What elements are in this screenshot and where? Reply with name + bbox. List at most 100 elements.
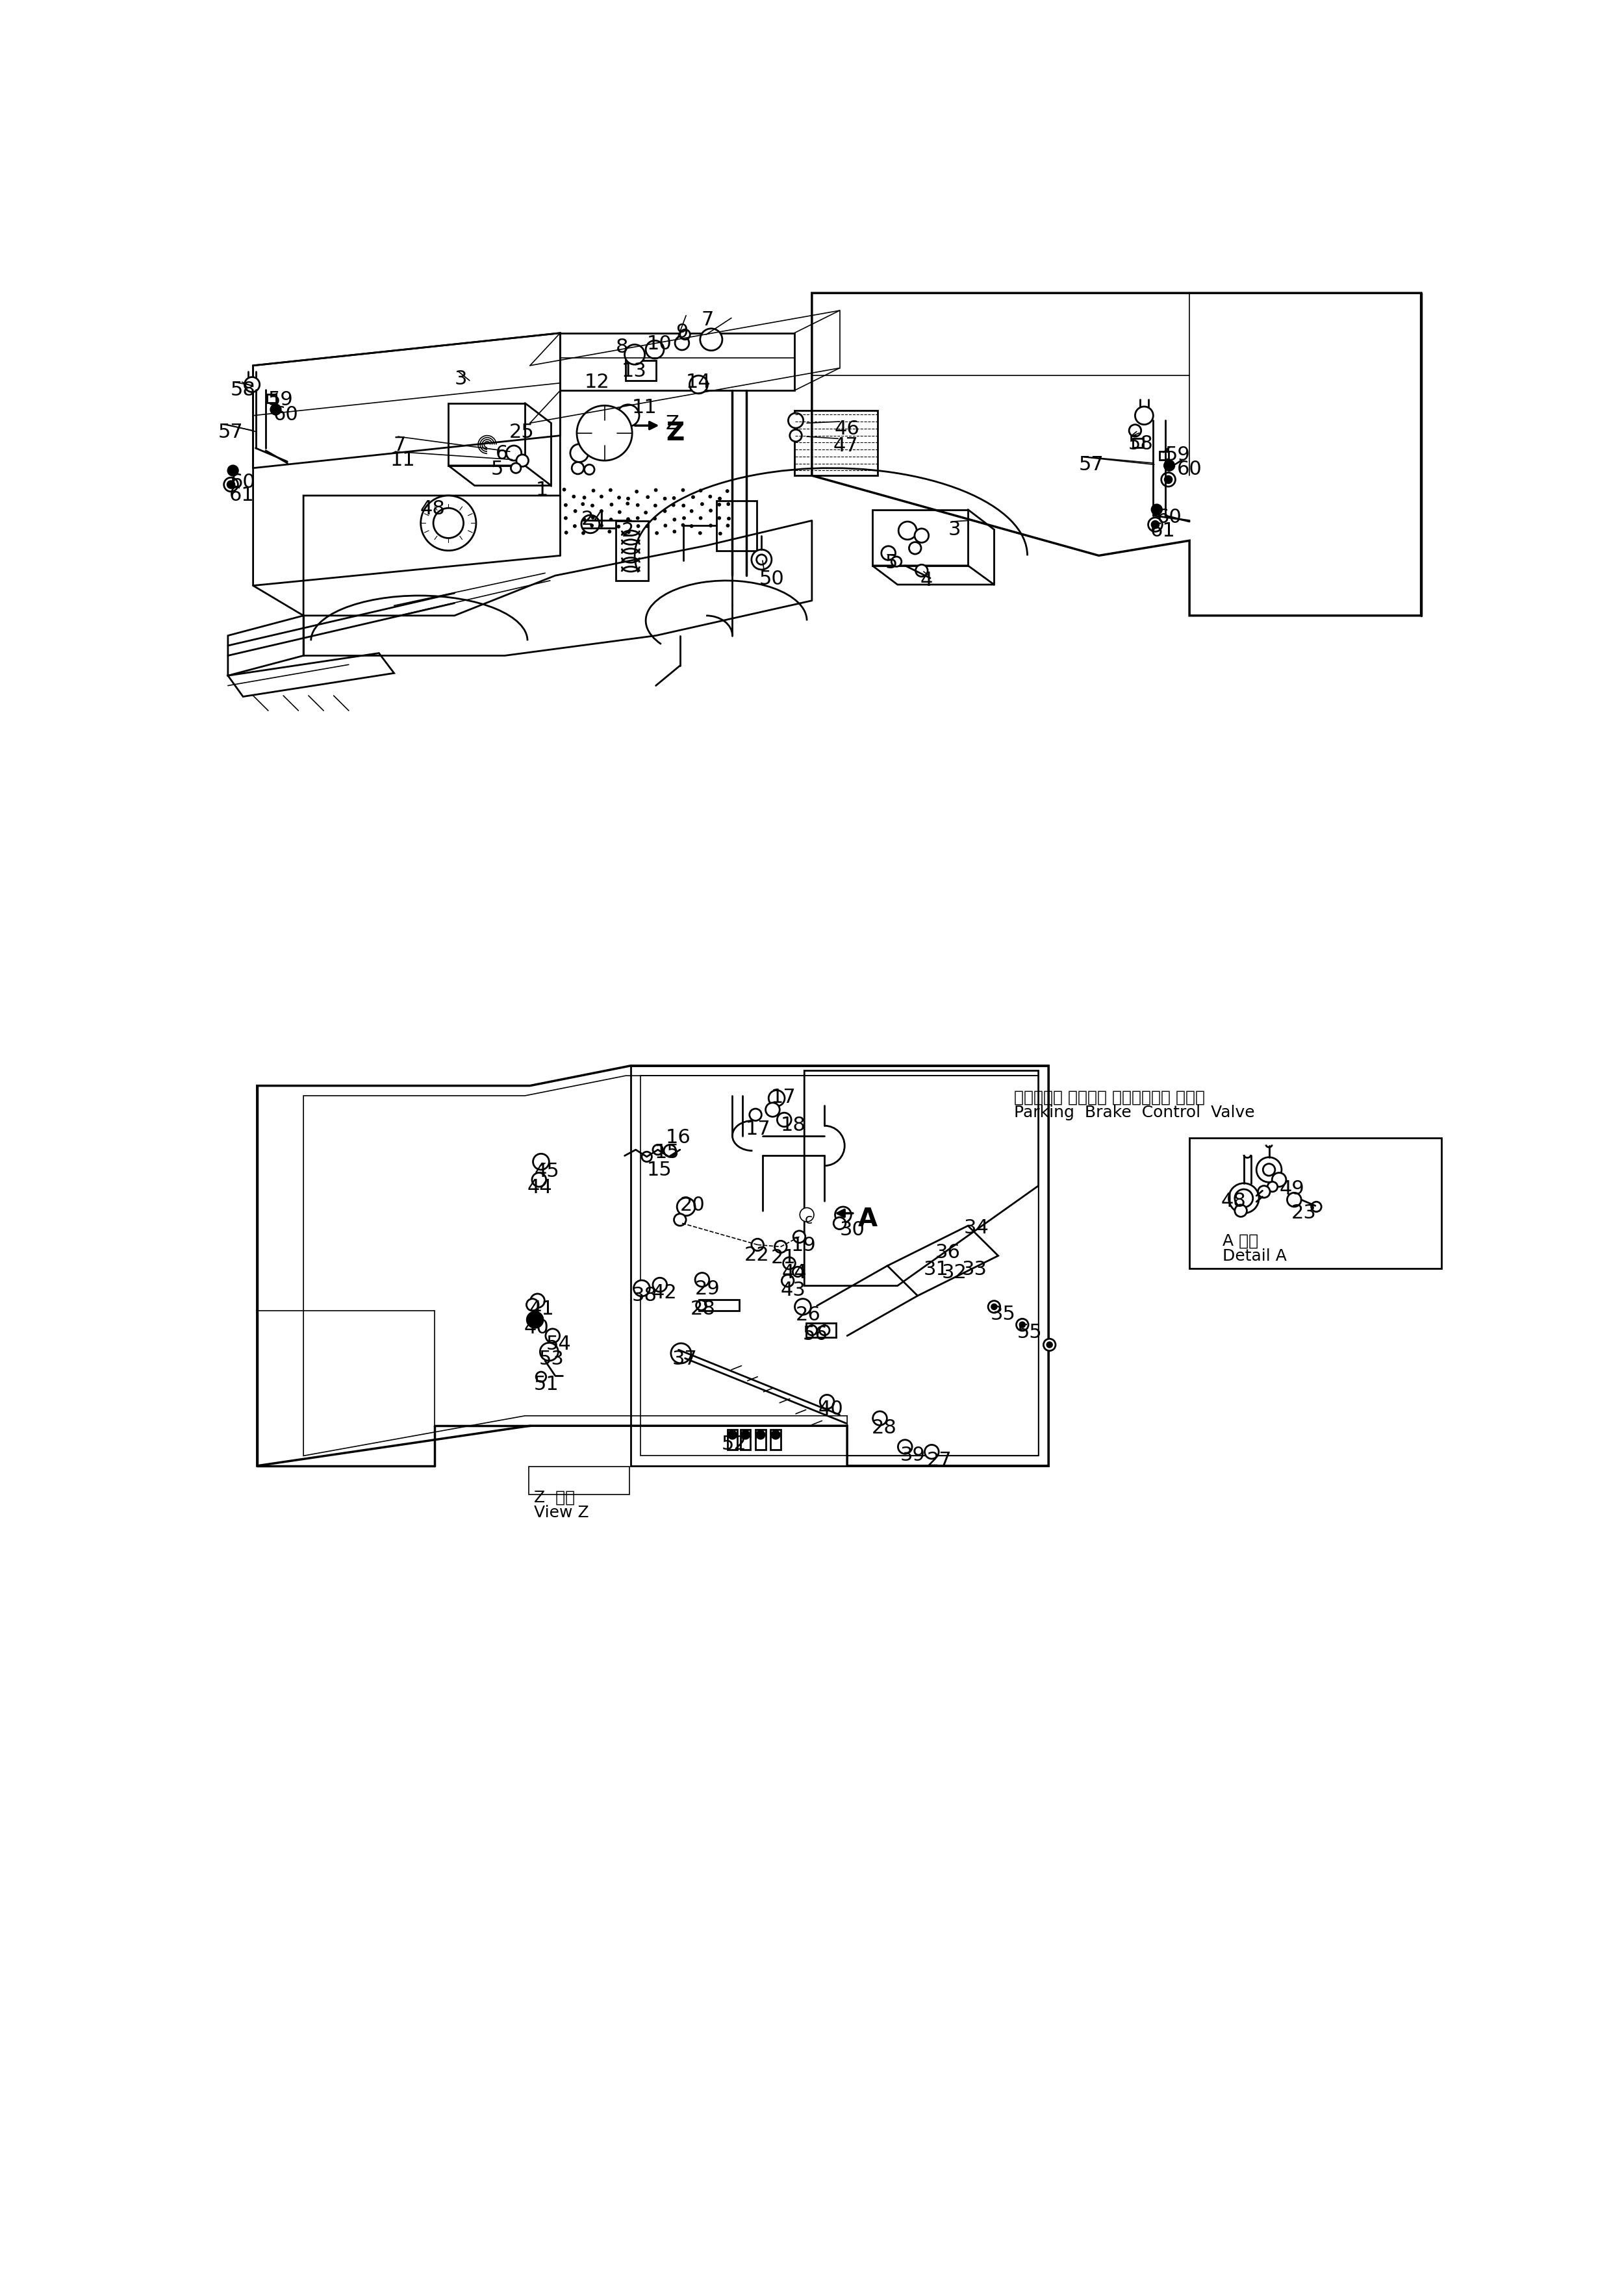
Circle shape [788,413,803,427]
Text: 18: 18 [780,1116,806,1134]
Circle shape [628,496,631,501]
Text: 40: 40 [817,1401,843,1419]
Text: 4: 4 [920,572,933,590]
Circle shape [675,1215,686,1226]
Circle shape [527,1300,539,1311]
Text: 46: 46 [835,420,860,439]
Text: 1: 1 [535,480,548,501]
Bar [699,1300,740,1311]
Text: 5: 5 [886,553,897,572]
Circle shape [800,1208,814,1221]
Circle shape [756,556,767,565]
Circle shape [1165,461,1174,471]
Text: 54: 54 [547,1334,571,1355]
Text: 14: 14 [686,372,710,393]
Circle shape [610,503,613,505]
Circle shape [1152,521,1158,528]
Text: 32: 32 [942,1263,967,1281]
Text: 27: 27 [926,1451,952,1469]
Text: A: A [858,1208,878,1231]
Circle shape [527,1311,543,1327]
Circle shape [1017,1318,1028,1332]
Text: パーキング ブレーキ コントロール バルブ: パーキング ブレーキ コントロール バルブ [1014,1091,1205,1104]
Circle shape [699,489,702,491]
Circle shape [673,533,676,535]
Circle shape [835,1208,852,1224]
Text: 16: 16 [667,1127,691,1148]
Text: 43: 43 [780,1281,806,1300]
Circle shape [1264,1164,1275,1176]
Circle shape [571,443,589,461]
Text: 19: 19 [792,1235,816,1254]
Circle shape [925,1444,939,1458]
Text: 57: 57 [217,422,243,441]
Circle shape [654,503,657,505]
Bar [740,1430,751,1449]
Circle shape [530,1293,545,1309]
Text: 47: 47 [834,436,858,455]
Bar [268,395,276,402]
Circle shape [719,503,720,505]
Circle shape [563,517,566,519]
Text: 35: 35 [991,1304,1015,1322]
Circle shape [245,377,260,393]
Circle shape [582,519,586,521]
Circle shape [834,1217,845,1228]
Text: 5: 5 [491,459,503,478]
Circle shape [790,429,801,441]
Text: 24: 24 [581,510,607,528]
Circle shape [654,530,657,533]
Text: 50: 50 [759,569,783,588]
Circle shape [709,523,710,528]
Circle shape [626,517,629,521]
Bar [1160,452,1168,459]
Bar [1189,1139,1442,1267]
Circle shape [636,503,637,505]
Circle shape [574,510,577,512]
Text: 52: 52 [722,1435,746,1453]
Circle shape [1311,1201,1322,1212]
Circle shape [1234,1205,1247,1217]
Circle shape [563,503,566,505]
Circle shape [1161,473,1176,487]
Circle shape [545,1329,560,1343]
Text: 57: 57 [1079,455,1105,475]
Text: 9: 9 [676,324,689,342]
Circle shape [676,1199,696,1217]
Circle shape [991,1304,996,1309]
Text: 60: 60 [1178,459,1202,478]
Circle shape [646,510,649,512]
Text: View Z: View Z [534,1504,589,1520]
Text: 42: 42 [652,1283,676,1302]
Circle shape [821,1394,834,1410]
Circle shape [689,377,707,393]
Circle shape [728,1430,736,1440]
Text: 15: 15 [655,1143,680,1162]
Circle shape [577,406,633,461]
Circle shape [590,489,594,494]
Circle shape [806,1325,817,1336]
Circle shape [1267,1182,1278,1192]
Circle shape [727,517,730,521]
Circle shape [892,556,902,567]
Text: 12: 12 [584,372,610,393]
Circle shape [1165,475,1171,482]
Circle shape [988,1302,1001,1313]
Circle shape [516,455,529,466]
Circle shape [793,1231,806,1242]
Text: 60: 60 [230,473,256,491]
Circle shape [564,530,566,533]
Text: 48: 48 [420,501,446,519]
Circle shape [665,523,667,526]
Circle shape [899,521,916,540]
Circle shape [582,496,586,498]
Circle shape [610,517,613,519]
Circle shape [795,1300,811,1316]
Circle shape [783,1258,795,1270]
Circle shape [1259,1185,1270,1199]
Circle shape [610,489,613,491]
Text: 37: 37 [672,1350,697,1368]
Text: Z: Z [667,420,684,445]
Text: 11: 11 [631,397,657,418]
Text: 48: 48 [1221,1192,1246,1210]
